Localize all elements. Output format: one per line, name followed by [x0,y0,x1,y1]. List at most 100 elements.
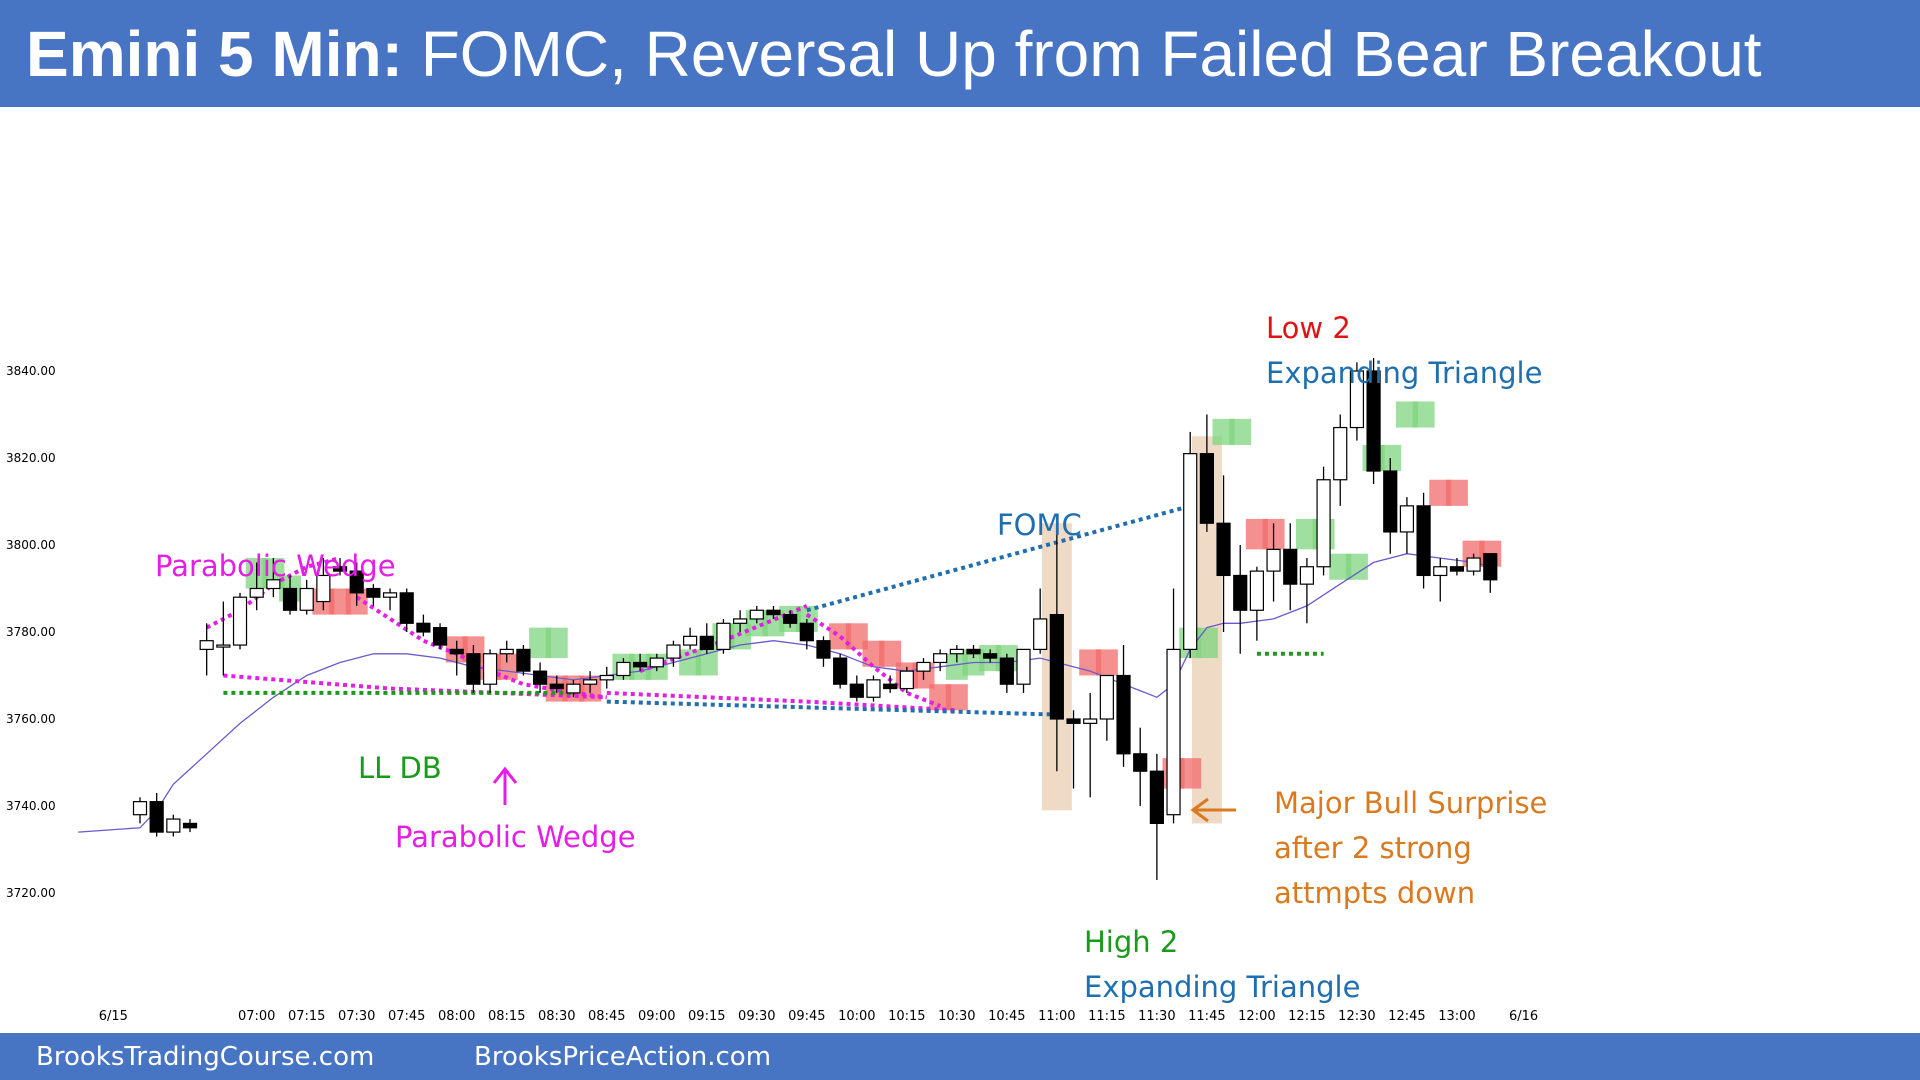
trendlines [205,499,1324,717]
trendline-pw3-down [805,612,941,708]
y-tick-label: 3820.00 [6,451,56,465]
candle-body [1016,648,1031,685]
candle-body [282,587,298,611]
bull-highlight-4 [545,627,568,659]
candles [132,357,1498,880]
x-tick-label: 09:00 [638,1009,675,1024]
candle [883,675,898,693]
bear-highlight-25 [1445,479,1468,506]
annotation-high2: High 2 [1084,925,1178,959]
annotation-expanding-triangle-top: Expanding Triangle [1266,356,1542,390]
candle [1349,362,1365,441]
candle-body [1249,570,1264,611]
x-tick-label: 11:15 [1088,1009,1125,1024]
candle-body [332,566,348,572]
candle [1199,414,1214,532]
x-tick-label: 13:00 [1438,1009,1475,1024]
bull-highlight-24 [1295,518,1318,550]
trendline-upper-trend [806,499,1208,613]
candle-body [482,653,498,685]
x-tick-label: 10:45 [988,1009,1025,1024]
candle [482,649,498,693]
candle [366,584,381,606]
candle [349,562,364,606]
footer-link-brookspriceaction[interactable]: BrooksPriceAction.com [474,1042,772,1072]
bear-highlight-13 [879,640,902,667]
candle [399,588,414,632]
candle [833,653,848,689]
bull-highlight-22 [1212,418,1235,445]
candle-body [382,592,398,598]
candle-body [416,622,431,633]
candle-body [316,574,331,603]
candle-body [766,609,781,616]
bull-highlight-3 [529,627,552,659]
candle [1383,458,1398,554]
candle-body [249,587,264,598]
candlestick-chart: 3720.00 3740.00 3760.00 3780.00 3800.00 3820.… [6,311,1547,1024]
bear-highlight-21 [1179,758,1202,789]
candle [666,640,681,667]
candle [1099,674,1114,741]
x-tick-label: 12:45 [1388,1009,1425,1024]
candle-body [466,653,481,685]
candle-body [232,596,248,646]
candle [749,605,764,624]
candle-body [999,657,1014,685]
candle [1066,710,1081,789]
candle [1233,545,1248,654]
candle [899,666,914,693]
x-tick-label: 11:30 [1138,1009,1175,1024]
y-tick-label: 3720.00 [6,886,56,900]
candle-body [866,679,881,698]
x-tick-label: 12:30 [1338,1009,1375,1024]
x-tick-label: 07:15 [288,1009,325,1024]
x-tick-label: 10:30 [938,1009,975,1024]
candle [132,797,148,824]
x-tick-label: 08:00 [438,1009,475,1024]
x-tick-label: 11:00 [1038,1009,1075,1024]
candle [1249,566,1264,641]
x-tick-label: 08:45 [588,1009,625,1024]
candle [716,618,731,654]
candle-body [933,653,948,664]
candle [699,623,714,654]
bear-highlight-24 [1429,479,1452,506]
candle-body [649,657,664,668]
candle-body [266,579,281,590]
candle-body [1399,505,1415,533]
y-tick-label: 3800.00 [6,538,56,552]
candle-body [799,622,814,642]
footer-link-brookstradingcourse[interactable]: BrooksTradingCourse.com [36,1042,375,1072]
x-tick-label: 08:30 [538,1009,575,1024]
candle [266,558,281,598]
candle-body [1216,522,1231,577]
candle [1183,431,1198,659]
candle [216,601,231,676]
candle [1216,475,1231,632]
candle [449,640,464,676]
candle [199,623,214,676]
trendline-pw1-upper [205,556,341,630]
candle-body [199,640,214,651]
candle [516,645,531,676]
candle-body [1083,718,1098,724]
candle-body [1449,566,1465,572]
candle [783,610,798,628]
candle [566,679,581,698]
candle-body [1299,566,1315,585]
candle-body [883,683,898,690]
candle [649,653,664,672]
x-tick-label: 11:45 [1188,1009,1225,1024]
bear-highlight-1 [329,588,352,615]
candle-body [1116,674,1131,755]
x-tick-label: 10:15 [888,1009,925,1024]
candle-body [166,818,181,833]
candle-body [432,627,448,646]
candle [1449,558,1465,576]
candle-body [149,801,164,833]
footer-banner: BrooksTradingCourse.com BrooksPriceActio… [0,1033,1920,1080]
candle [149,792,164,837]
candle [1116,645,1131,767]
candle [1133,727,1148,806]
